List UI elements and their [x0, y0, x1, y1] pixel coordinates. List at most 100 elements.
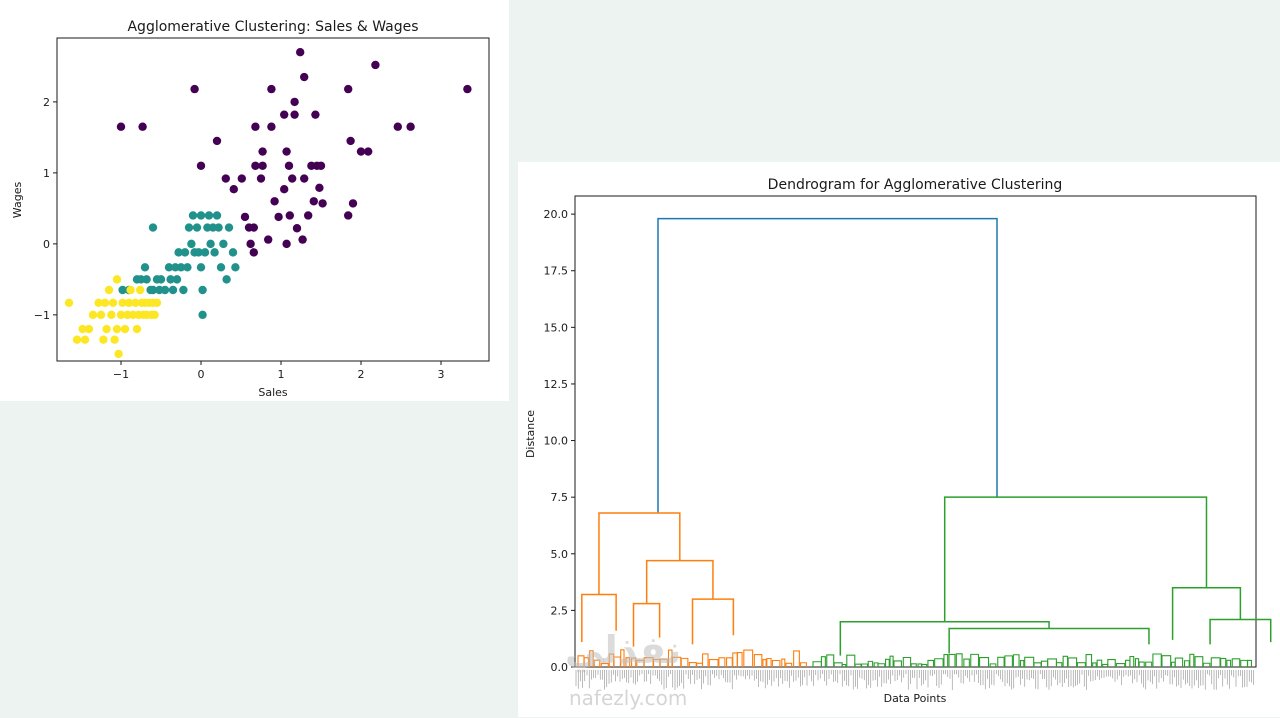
scatter-point-cluster-0: [285, 211, 294, 220]
scatter-point-cluster-0: [371, 60, 380, 70]
scatter-point-cluster-2: [114, 349, 123, 359]
scatter-point-cluster-1: [140, 263, 150, 272]
scatter-point-cluster-2: [64, 298, 74, 307]
dendrogram-y-tick-label: 10.0: [544, 435, 569, 448]
scatter-point-cluster-2: [152, 298, 162, 307]
scatter-point-cluster-1: [184, 223, 194, 232]
scatter-point-cluster-0: [196, 161, 206, 170]
scatter-point-cluster-0: [315, 183, 324, 192]
scatter-point-cluster-0: [296, 47, 305, 57]
scatter-point-cluster-0: [280, 110, 289, 119]
scatter-point-cluster-0: [229, 185, 238, 194]
scatter-point-cluster-0: [304, 211, 313, 220]
scatter-point-cluster-1: [212, 211, 222, 220]
scatter-point-cluster-1: [142, 275, 151, 284]
dendrogram-leaf-label-strip: [575, 670, 1254, 690]
scatter-point-cluster-0: [309, 197, 318, 206]
scatter-point-cluster-1: [180, 248, 190, 257]
scatter-point-cluster-2: [124, 298, 134, 307]
scatter-chart: Agglomerative Clustering: Sales & Wages …: [11, 19, 490, 399]
scatter-point-cluster-0: [240, 212, 250, 222]
scatter-point-cluster-0: [316, 161, 326, 170]
scatter-x-tick-label: 0: [198, 368, 205, 381]
scatter-point-cluster-0: [138, 122, 147, 131]
scatter-point-cluster-1: [148, 223, 158, 232]
dendrogram-title: Dendrogram for Agglomerative Clustering: [768, 177, 1063, 193]
scatter-point-cluster-0: [270, 197, 279, 206]
scatter-point-cluster-1: [204, 211, 214, 220]
scatter-point-cluster-2: [108, 298, 118, 307]
scatter-point-cluster-1: [166, 275, 175, 284]
scatter-point-cluster-1: [206, 239, 215, 249]
dendrogram-leaf-links-left: [577, 649, 807, 667]
scatter-point-cluster-0: [288, 174, 297, 183]
scatter-point-cluster-0: [249, 248, 258, 257]
scatter-point-cluster-2: [112, 324, 122, 334]
scatter-point-cluster-2: [118, 298, 127, 307]
dendrogram-y-tick-label: 17.5: [544, 265, 569, 278]
scatter-point-cluster-1: [148, 285, 158, 295]
scatter-point-cluster-1: [216, 263, 226, 272]
scatter-point-cluster-1: [179, 285, 188, 295]
scatter-point-cluster-2: [126, 285, 135, 295]
scatter-point-cluster-0: [282, 239, 291, 249]
scatter-point-cluster-1: [228, 248, 238, 257]
scatter-point-cluster-2: [116, 310, 126, 320]
dendrogram-link-6: [943, 496, 1208, 622]
scatter-point-cluster-0: [406, 122, 415, 131]
dendrogram-panel: Dendrogram for Agglomerative Clustering …: [518, 162, 1280, 717]
scatter-point-cluster-2: [94, 298, 103, 307]
dendrogram-link-3: [645, 559, 714, 604]
scatter-point-cluster-1: [187, 239, 196, 249]
scatter-point-cluster-0: [300, 72, 309, 82]
scatter-point-cluster-1: [222, 275, 231, 284]
scatter-x-tick-label: 2: [358, 368, 365, 381]
scatter-point-cluster-2: [107, 310, 116, 320]
scatter-point-cluster-2: [88, 310, 98, 320]
scatter-point-cluster-0: [280, 185, 289, 194]
dendrogram-link-7: [839, 620, 1050, 656]
scatter-point-cluster-0: [256, 174, 266, 183]
scatter-plot-frame: [56, 37, 490, 362]
scatter-point-cluster-1: [198, 310, 207, 320]
scatter-x-tick-label: 3: [438, 368, 445, 381]
scatter-point-cluster-1: [188, 211, 198, 220]
scatter-point-cluster-2: [78, 324, 87, 334]
dendrogram-y-tick-label: 12.5: [544, 378, 569, 391]
scatter-point-cluster-1: [183, 263, 192, 272]
scatter-point-cluster-2: [150, 310, 159, 320]
scatter-point-cluster-0: [318, 199, 327, 208]
scatter-point-cluster-2: [102, 324, 111, 334]
scatter-y-tick-label: −1: [34, 309, 50, 322]
scatter-x-tick-label: 1: [278, 368, 285, 381]
scatter-point-cluster-2: [84, 324, 94, 334]
scatter-point-cluster-0: [274, 212, 283, 222]
scatter-point-cluster-1: [219, 239, 228, 249]
dendrogram-y-tick-label: 15.0: [544, 321, 569, 334]
scatter-point-cluster-1: [224, 223, 234, 232]
scatter-point-cluster-1: [160, 285, 170, 295]
scatter-point-cluster-1: [172, 275, 182, 284]
scatter-y-tick-label: 2: [43, 96, 50, 109]
dendrogram-chart: Dendrogram for Agglomerative Clustering …: [524, 177, 1272, 705]
scatter-point-cluster-1: [198, 285, 207, 295]
dendrogram-link-9: [948, 627, 1150, 654]
scatter-point-cluster-0: [116, 122, 126, 131]
scatter-point-cluster-1: [231, 263, 240, 272]
dendrogram-y-axis-label: Distance: [524, 410, 537, 458]
scatter-point-cluster-0: [258, 161, 267, 170]
scatter-point-cluster-1: [176, 263, 186, 272]
scatter-point-cluster-1: [210, 248, 219, 257]
dendrogram-y-tick-label: 20.0: [544, 208, 569, 221]
scatter-y-tick-label: 0: [43, 238, 50, 251]
scatter-point-cluster-0: [249, 223, 258, 232]
dendrogram-x-axis-label: Data Points: [884, 692, 947, 705]
scatter-point-cluster-1: [196, 211, 206, 220]
scatter-point-cluster-1: [214, 223, 223, 232]
scatter-point-cluster-2: [112, 275, 122, 284]
dendrogram-link-10: [1209, 618, 1272, 645]
scatter-point-cluster-2: [96, 310, 106, 320]
scatter-point-cluster-1: [200, 248, 210, 257]
dendrogram-y-tick-label: 5.0: [551, 548, 569, 561]
scatter-point-cluster-0: [251, 122, 260, 131]
